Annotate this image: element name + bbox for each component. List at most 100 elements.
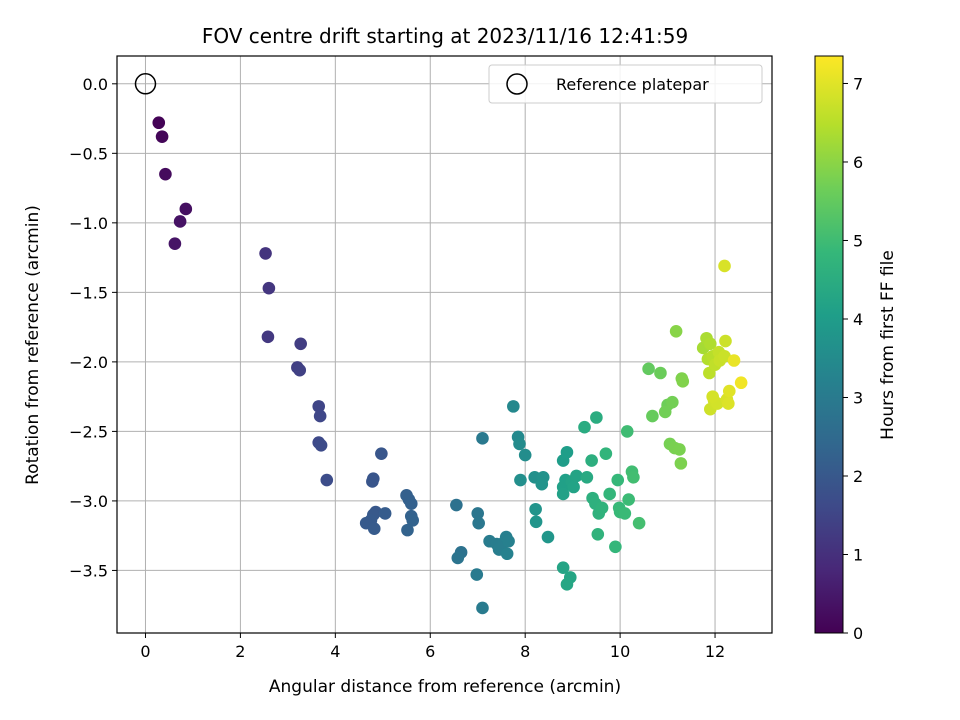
data-point [669,324,683,338]
data-point [513,437,526,451]
x-tick-label: 2 [235,642,245,661]
data-point [314,439,328,452]
data-point [293,363,307,377]
legend-label-reference: Reference platepar [556,75,709,94]
legend: Reference platepar [488,64,763,104]
data-point [580,470,594,484]
data-point [173,215,187,228]
data-point [450,498,463,512]
x-tick-label: 8 [520,642,530,661]
data-point [570,469,583,483]
data-point [706,390,719,403]
data-point [599,447,613,460]
data-point [560,578,574,591]
data-point [529,515,543,529]
data-point [556,561,570,574]
x-axis-label: Angular distance from reference (arcmin) [269,677,621,697]
data-point [578,420,591,434]
data-point [560,445,574,459]
data-point [294,337,307,351]
plot-frame [116,55,773,634]
data-point [378,507,392,520]
data-point [259,247,272,260]
colorbar-tick-label: 0 [853,624,863,643]
data-point [622,493,635,506]
colorbar-tick-label: 4 [853,310,863,329]
colorbar-tick-label: 3 [853,388,863,407]
data-point [718,259,731,273]
data-point [734,376,748,390]
data-point [722,384,736,398]
data-point [529,502,542,516]
colorbar: 0 1 2 3 4 5 6 7 Hours from first FF file [814,55,898,643]
x-tick-label: 12 [705,642,725,661]
data-point [642,362,655,376]
grid [117,56,772,633]
y-axis-ticks: 0.0 −0.5 −1.0 −1.5 −2.0 −2.5 −3.0 −3.5 [69,75,117,580]
x-tick-label: 6 [425,642,435,661]
colorbar-tick-label: 2 [853,467,863,486]
data-point [406,514,419,527]
data-point [674,457,688,470]
data-point [470,568,484,581]
data-point [541,530,555,544]
data-point [476,432,489,445]
data-point [312,400,326,413]
data-point [620,425,634,438]
x-tick-label: 4 [330,642,340,661]
scatter-points [134,73,748,615]
data-point [502,534,515,548]
y-tick-label: −0.5 [69,144,108,163]
y-tick-label: −2.5 [69,422,108,441]
data-point [718,350,731,363]
data-point [152,116,166,130]
data-point [313,409,327,423]
data-point [719,334,732,348]
reference-platepar-marker [134,73,157,95]
y-tick-label: −3.5 [69,561,108,580]
data-point [722,397,735,410]
data-point [159,167,172,181]
data-point [727,354,741,367]
data-point [514,473,527,487]
chart-title: FOV centre drift starting at 2023/11/16 … [202,24,688,48]
x-tick-label: 0 [140,642,150,661]
data-point [627,470,640,484]
data-point [591,527,605,541]
colorbar-ticks: 0 1 2 3 4 5 6 7 [843,74,863,643]
data-point [179,202,193,216]
data-point [603,487,616,501]
data-point [590,411,603,424]
data-point [366,475,379,488]
data-point [507,400,520,413]
colorbar-tick-label: 1 [853,545,863,564]
data-point [676,375,690,388]
data-point [673,443,686,456]
data-point [500,547,514,561]
data-point [595,501,609,515]
data-point [646,409,659,423]
colorbar-gradient [814,55,844,634]
data-point [155,130,169,143]
data-point [535,477,549,491]
data-point [261,330,275,344]
x-tick-label: 10 [610,642,630,661]
data-point [666,395,679,409]
data-point [375,447,388,460]
colorbar-tick-label: 7 [853,74,863,93]
legend-box [488,64,763,104]
colorbar-label: Hours from first FF file [878,250,898,440]
data-point [451,551,465,565]
data-point [611,473,625,487]
data-point [472,516,485,530]
data-point [632,516,646,530]
data-point [609,540,622,554]
data-point [476,601,489,615]
data-point [618,507,632,520]
colorbar-tick-label: 6 [853,153,863,172]
legend-marker-reference [506,73,528,95]
data-point [262,281,276,295]
x-axis-ticks: 0 2 4 6 8 10 12 [140,633,725,661]
data-point [658,405,672,419]
